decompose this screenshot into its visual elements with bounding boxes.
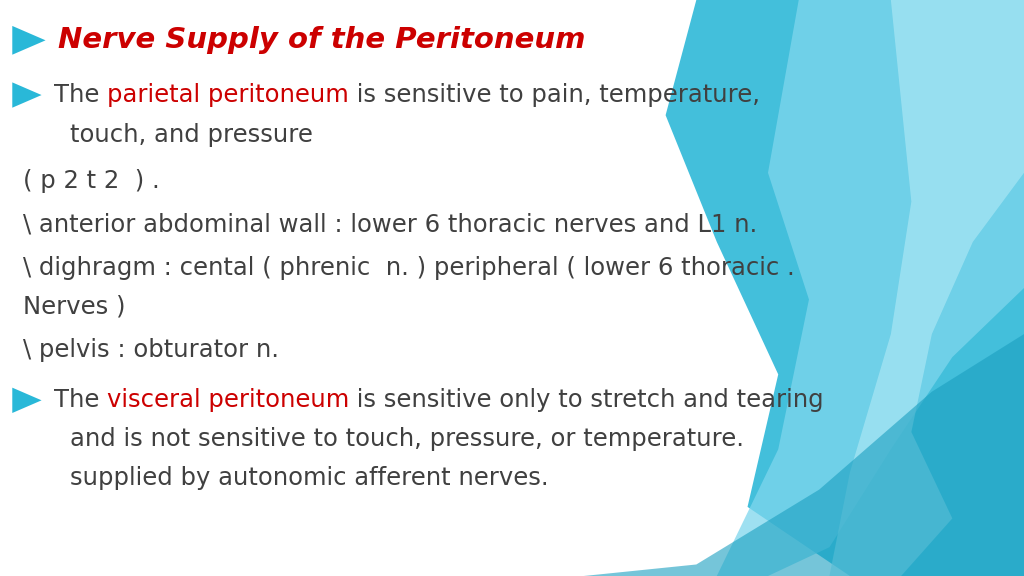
Text: visceral peritoneum: visceral peritoneum [106, 388, 349, 412]
Text: \ pelvis : obturator n.: \ pelvis : obturator n. [23, 338, 279, 362]
Polygon shape [12, 388, 42, 413]
Text: is sensitive only to stretch and tearing: is sensitive only to stretch and tearing [349, 388, 824, 412]
Polygon shape [12, 82, 42, 108]
Text: ( p 2 t 2  ) .: ( p 2 t 2 ) . [23, 169, 160, 194]
Text: and is not sensitive to touch, pressure, or temperature.: and is not sensitive to touch, pressure,… [70, 427, 743, 451]
Polygon shape [584, 334, 1024, 576]
Text: touch, and pressure: touch, and pressure [70, 123, 312, 147]
Polygon shape [12, 26, 45, 55]
Text: \ anterior abdominal wall : lower 6 thoracic nerves and L1 n.: \ anterior abdominal wall : lower 6 thor… [23, 213, 757, 237]
Text: \ dighragm : cental ( phrenic  n. ) peripheral ( lower 6 thoracic .: \ dighragm : cental ( phrenic n. ) perip… [23, 256, 795, 280]
Polygon shape [666, 0, 1024, 576]
Polygon shape [829, 0, 1024, 576]
Polygon shape [717, 0, 1024, 576]
Text: parietal peritoneum: parietal peritoneum [106, 83, 349, 107]
Text: The: The [54, 388, 106, 412]
Text: The: The [54, 83, 106, 107]
Text: Nerve Supply of the Peritoneum: Nerve Supply of the Peritoneum [57, 26, 586, 54]
Text: is sensitive to pain, temperature,: is sensitive to pain, temperature, [349, 83, 760, 107]
Text: Nerves ): Nerves ) [23, 294, 125, 319]
Text: supplied by autonomic afferent nerves.: supplied by autonomic afferent nerves. [70, 466, 548, 490]
